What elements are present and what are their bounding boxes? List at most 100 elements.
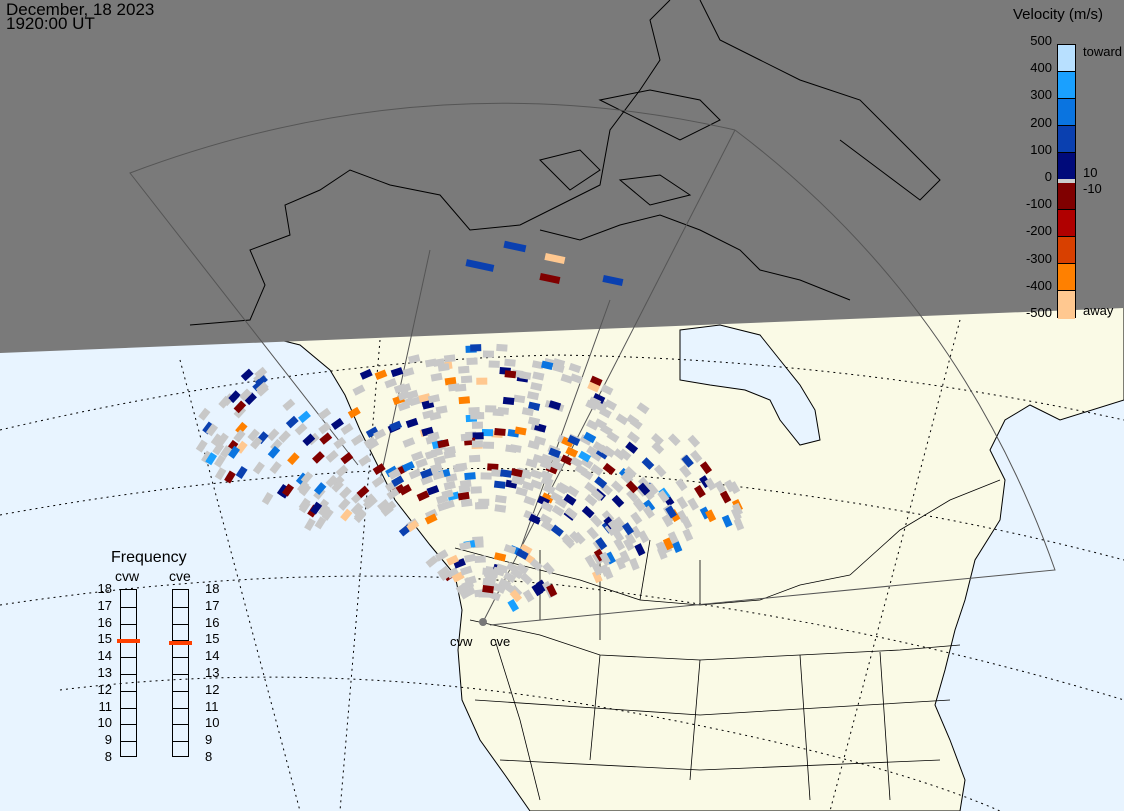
range-gate-cell — [460, 433, 473, 442]
range-gate-cell — [613, 537, 626, 551]
range-gate-cell — [511, 475, 524, 486]
range-gate-cell — [591, 570, 603, 584]
range-gate-cell — [340, 508, 353, 522]
range-gate-cell — [377, 499, 391, 512]
range-gate-cell — [437, 363, 450, 372]
range-gate-cell — [446, 567, 460, 579]
range-gate-cell — [675, 478, 688, 492]
range-gate-cell — [212, 442, 225, 456]
range-gate-cell — [503, 240, 527, 253]
range-gate-cell — [733, 517, 745, 531]
range-gate-cell — [625, 441, 639, 454]
frequency-tick: 13 — [97, 665, 112, 680]
range-gate-cell — [462, 586, 476, 598]
velocity-cells — [195, 240, 745, 612]
range-gate-cell — [393, 383, 407, 394]
range-gate-cell — [459, 541, 472, 551]
colorbar-neg-threshold: -10 — [1083, 181, 1102, 196]
range-gate-cell — [637, 482, 651, 496]
range-gate-cell — [595, 537, 608, 551]
range-gate-cell — [319, 432, 333, 445]
range-gate-cell — [589, 375, 603, 387]
frequency-tick: 15 — [205, 631, 220, 647]
range-gate-cell — [481, 429, 494, 437]
range-gate-cell — [515, 486, 528, 497]
frequency-tick: 12 — [97, 681, 112, 697]
range-gate-cell — [657, 489, 670, 503]
range-gate-cell — [509, 589, 523, 603]
range-gate-cell — [244, 392, 257, 406]
range-gate-cell — [560, 454, 574, 466]
range-gate-cell — [607, 519, 620, 533]
colorbar-segment — [1058, 99, 1075, 126]
range-gate-cell — [457, 491, 470, 501]
range-gate-cell — [573, 531, 586, 545]
range-gate-cell — [430, 463, 443, 473]
range-gate-cell — [460, 565, 473, 576]
range-gate-cell — [492, 566, 506, 577]
range-gate-cell — [540, 500, 554, 513]
range-gate-cell — [312, 451, 325, 464]
colorbar-tick: 500 — [1030, 33, 1052, 48]
range-gate-cell — [564, 507, 578, 520]
range-gate-cell — [567, 434, 581, 446]
range-gate-cell — [338, 497, 351, 511]
range-gate-cell — [619, 550, 631, 564]
radar-site-marker — [479, 618, 487, 626]
range-gate-cell — [679, 464, 692, 478]
range-gate-cell — [352, 384, 366, 396]
range-gate-cell — [464, 472, 476, 481]
frequency-marker — [117, 639, 140, 644]
range-gate-cell — [409, 396, 422, 407]
range-gate-cell — [629, 417, 643, 430]
lat-lon-grid — [0, 319, 1124, 811]
range-gate-cell — [282, 398, 296, 412]
range-gate-cell — [333, 436, 347, 450]
range-gate-cell — [646, 482, 659, 496]
range-gate-cell — [539, 459, 553, 470]
range-gate-cell — [693, 484, 706, 498]
range-gate-cell — [594, 476, 608, 489]
range-gate-cell — [525, 458, 538, 469]
range-gate-cell — [540, 475, 554, 487]
range-gate-cell — [402, 437, 416, 448]
range-gate-cell — [529, 558, 543, 572]
range-gate-cell — [216, 432, 229, 446]
range-gate-cell — [219, 445, 233, 459]
range-gate-cell — [602, 462, 616, 476]
range-gate-cell — [528, 513, 542, 525]
range-gate-cell — [539, 272, 561, 284]
range-gate-cell — [630, 511, 643, 525]
range-gate-cell — [540, 453, 554, 465]
range-gate-cell — [359, 368, 373, 380]
frequency-tick: 17 — [205, 597, 220, 613]
range-gate-cell — [565, 446, 579, 458]
range-gate-cell — [570, 456, 584, 469]
range-gate-cell — [584, 493, 598, 507]
range-gate-cell — [494, 428, 506, 436]
range-gate-cell — [629, 557, 640, 571]
range-gate-cell — [594, 418, 608, 430]
range-gate-cell — [287, 452, 300, 466]
range-gate-cell — [633, 497, 646, 511]
colorbar-tick: 400 — [1030, 60, 1052, 76]
frequency-tick: 13 — [205, 665, 220, 680]
colorbar-tick: 0 — [1044, 169, 1052, 184]
range-gate-cell — [227, 445, 240, 459]
range-gate-cell — [420, 474, 434, 486]
range-gate-cell — [267, 445, 281, 459]
range-gate-cell — [443, 446, 456, 455]
range-gate-cell — [480, 472, 492, 480]
radar-fans — [129, 102, 1056, 626]
range-gate-cell — [252, 461, 265, 475]
range-gate-cell — [705, 509, 717, 523]
range-gate-cell — [634, 543, 646, 557]
colorbar-segment — [1058, 183, 1075, 210]
range-gate-cell — [556, 482, 570, 494]
range-gate-cell — [373, 428, 387, 441]
range-gate-cell — [318, 503, 331, 517]
range-gate-cell — [548, 400, 562, 411]
range-gate-cell — [233, 400, 247, 414]
range-gate-cell — [435, 405, 448, 415]
range-gate-cell — [496, 343, 508, 352]
